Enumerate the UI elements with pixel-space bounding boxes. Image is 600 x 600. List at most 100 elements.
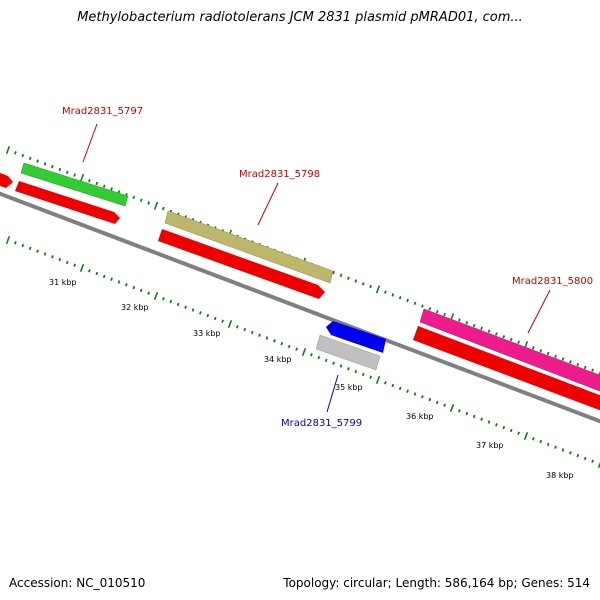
outer-minor-tick (458, 318, 461, 322)
outer-minor-tick (139, 198, 143, 202)
inner-minor-tick (73, 263, 76, 267)
inner-minor-tick (583, 456, 587, 461)
inner-minor-tick (517, 431, 520, 435)
inner-minor-tick (406, 389, 409, 393)
cds-feature-5800[interactable] (413, 326, 600, 414)
outer-minor-tick (509, 337, 513, 342)
scale-label-33kbp: 33 kbp (193, 329, 221, 338)
inner-minor-tick (591, 459, 594, 463)
inner-minor-tick (221, 319, 224, 323)
gene-feature-5799[interactable] (326, 321, 386, 353)
inner-minor-tick (199, 311, 202, 315)
inner-minor-tick (265, 336, 269, 340)
inner-minor-tick (458, 409, 461, 413)
outer-minor-tick (132, 195, 136, 200)
gene-feature-5800[interactable] (419, 308, 600, 395)
gene-feature-5798[interactable] (164, 210, 334, 284)
inner-major-tick (597, 461, 600, 468)
inner-minor-tick (147, 291, 150, 295)
cds-feature-5798[interactable] (158, 229, 325, 299)
outer-minor-tick (480, 326, 483, 331)
inner-minor-tick (58, 257, 62, 262)
outer-minor-tick (162, 206, 165, 211)
gene-label-5798[interactable]: Mrad2831_5798 (239, 169, 320, 180)
gene-label-5800[interactable]: Mrad2831_5800 (512, 276, 593, 287)
gene-label-5799[interactable]: Mrad2831_5799 (281, 418, 362, 429)
inner-minor-tick (569, 451, 572, 455)
callout-line-5799 (326, 374, 339, 413)
inner-minor-tick (502, 425, 506, 430)
inner-minor-tick (236, 325, 239, 329)
cds-feature-5797[interactable] (15, 181, 120, 224)
inner-major-tick (523, 432, 529, 440)
inner-minor-tick (243, 327, 247, 332)
gene-feature-5797[interactable] (20, 162, 129, 207)
outer-minor-tick (36, 159, 39, 163)
scale-label-36kbp: 36 kbp (406, 412, 434, 421)
inner-minor-tick (332, 361, 335, 365)
inner-minor-tick (361, 372, 365, 377)
outer-minor-tick (354, 279, 358, 283)
inner-minor-tick (102, 274, 106, 279)
outer-minor-tick (435, 309, 439, 314)
accession-text: Accession: NC_010510 (9, 576, 146, 590)
inner-minor-tick (465, 411, 469, 416)
scale-label-34kbp: 34 kbp (264, 355, 292, 364)
inner-minor-tick (43, 252, 47, 256)
outer-minor-tick (561, 357, 565, 361)
outer-minor-tick (58, 167, 62, 172)
outer-minor-tick (583, 365, 587, 370)
inner-minor-tick (546, 442, 550, 447)
inner-minor-tick (421, 395, 424, 399)
outer-minor-tick (472, 323, 476, 328)
inner-minor-tick (51, 255, 54, 259)
outer-minor-tick (332, 270, 335, 275)
outer-minor-tick (398, 295, 402, 300)
inner-minor-tick (125, 283, 128, 287)
outer-minor-tick (110, 187, 113, 191)
outer-minor-tick (147, 201, 150, 205)
outer-minor-tick (591, 368, 594, 372)
outer-minor-tick (361, 282, 365, 286)
outer-major-tick (5, 146, 11, 154)
outer-minor-tick (369, 284, 372, 289)
inner-minor-tick (65, 260, 69, 265)
plasmid-backbone (0, 191, 600, 424)
inner-minor-tick (532, 437, 535, 441)
outer-minor-tick (517, 340, 520, 345)
inner-minor-tick (354, 369, 358, 374)
inner-minor-tick (398, 386, 402, 391)
inner-minor-tick (369, 375, 372, 379)
inner-minor-tick (139, 288, 143, 293)
outer-minor-tick (413, 301, 417, 306)
outer-minor-tick (421, 304, 424, 308)
inner-minor-tick (110, 277, 113, 281)
inner-minor-tick (28, 246, 32, 251)
outer-major-tick (375, 285, 381, 294)
cds-feature-left-edge[interactable] (0, 171, 13, 188)
callout-line-5797 (82, 123, 98, 163)
inner-major-tick (227, 320, 233, 328)
outer-minor-tick (495, 332, 498, 336)
outer-minor-tick (569, 360, 572, 364)
outer-minor-tick (65, 170, 69, 175)
outer-minor-tick (117, 190, 121, 194)
inner-minor-tick (176, 302, 180, 307)
outer-minor-tick (102, 184, 106, 188)
gene-label-5797[interactable]: Mrad2831_5797 (62, 106, 143, 117)
inner-minor-tick (480, 417, 483, 421)
cds-feature-5799[interactable] (315, 334, 381, 371)
inner-minor-tick (428, 397, 432, 402)
inner-minor-tick (117, 280, 121, 284)
inner-minor-tick (554, 445, 557, 449)
inner-minor-tick (443, 403, 446, 407)
inner-minor-tick (509, 428, 513, 433)
outer-minor-tick (443, 312, 446, 317)
inner-minor-tick (88, 269, 91, 273)
inner-tick-track (5, 236, 600, 468)
inner-minor-tick (310, 353, 313, 357)
scale-label-31kbp: 31 kbp (49, 278, 77, 287)
inner-major-tick (79, 264, 85, 272)
inner-major-tick (449, 404, 455, 412)
